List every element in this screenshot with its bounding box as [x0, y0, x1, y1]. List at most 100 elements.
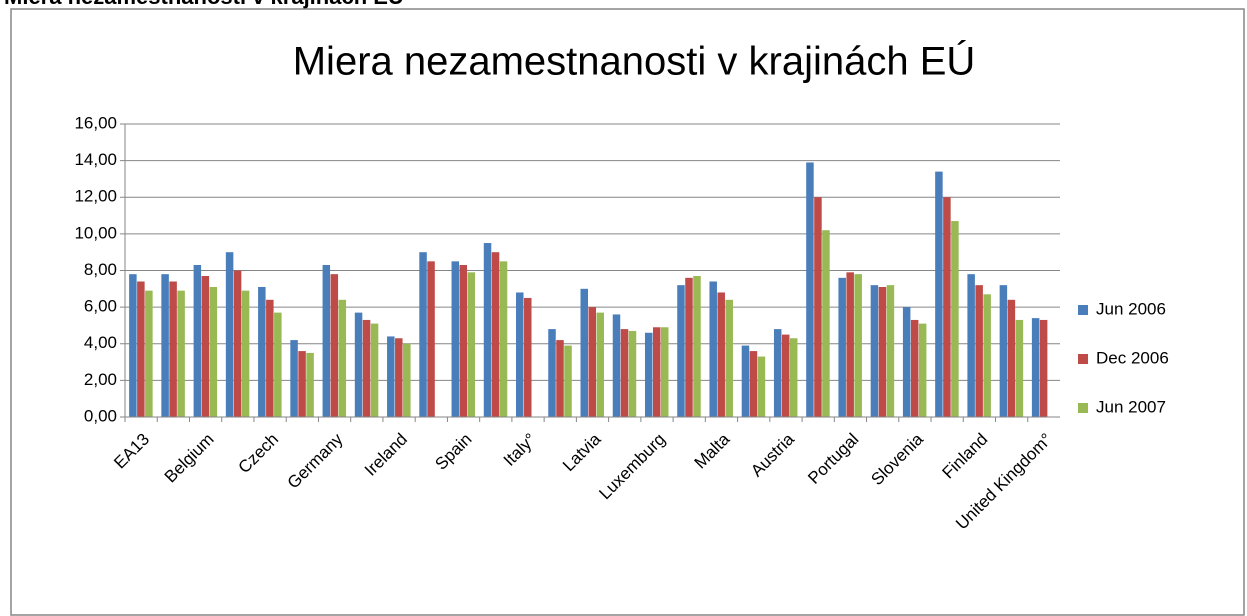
- bar: [338, 299, 347, 417]
- bar: [935, 171, 943, 417]
- bar: [370, 323, 379, 417]
- bar: [129, 274, 137, 417]
- bar: [943, 197, 951, 417]
- bar: [395, 338, 403, 417]
- bar: [516, 292, 524, 417]
- bar: [258, 286, 266, 417]
- bar: [878, 286, 887, 417]
- bar: [660, 327, 669, 417]
- bar: [951, 221, 959, 417]
- bar: [451, 261, 460, 417]
- y-tick-label: 0,00: [84, 406, 117, 425]
- y-tick-label: 10,00: [74, 223, 117, 242]
- bar: [193, 265, 202, 417]
- bar: [773, 329, 782, 417]
- bar: [266, 299, 274, 417]
- bar: [612, 314, 621, 417]
- bar: [427, 261, 435, 417]
- bar: [999, 285, 1008, 417]
- bar: [298, 351, 306, 417]
- bar: [910, 319, 919, 417]
- y-tick-label: 12,00: [74, 187, 117, 206]
- bar: [556, 340, 564, 417]
- bar: [387, 336, 395, 417]
- bar: [499, 261, 508, 417]
- bar: [685, 277, 693, 417]
- bar: [975, 285, 983, 417]
- bar: [403, 343, 411, 417]
- bar: [620, 329, 629, 417]
- bar: [201, 275, 210, 417]
- legend-label: Jun 2007: [1096, 397, 1166, 416]
- legend-swatch: [1078, 305, 1088, 315]
- y-tick-label: 4,00: [84, 333, 117, 352]
- bar: [548, 329, 556, 417]
- bar: [274, 312, 282, 417]
- bar: [596, 312, 604, 417]
- bar: [628, 330, 637, 417]
- bar: [677, 285, 685, 417]
- bar: [290, 340, 298, 417]
- bar: [644, 332, 653, 417]
- bar: [822, 230, 830, 417]
- bar: [459, 265, 468, 417]
- bar: [322, 265, 331, 417]
- bar: [467, 272, 476, 417]
- bar: [814, 197, 822, 417]
- bar: [757, 356, 766, 417]
- bar: [177, 290, 185, 417]
- bar: [870, 285, 879, 417]
- bar: [588, 307, 596, 417]
- bar: [1007, 299, 1016, 417]
- bar: [161, 274, 169, 417]
- bar: [693, 275, 701, 417]
- legend-label: Jun 2006: [1096, 299, 1166, 318]
- legend-label: Dec 2006: [1096, 348, 1169, 367]
- y-tick-label: 16,00: [74, 113, 117, 132]
- bar: [524, 297, 532, 417]
- chart-title: Miera nezamestnanosti v krajinách EÚ: [293, 39, 976, 84]
- bar: [580, 288, 588, 417]
- y-tick-label: 6,00: [84, 297, 117, 316]
- bar: [806, 162, 814, 417]
- bar: [564, 345, 572, 417]
- bar: [918, 323, 927, 417]
- bar: [781, 334, 790, 417]
- page-heading: Miera nezamestnanosti v krajinách EÚ: [4, 0, 404, 9]
- bar: [491, 252, 500, 417]
- bar: [854, 274, 862, 417]
- bar: [1039, 319, 1048, 417]
- y-tick-label: 8,00: [84, 260, 117, 279]
- legend-swatch: [1078, 354, 1088, 364]
- y-tick-label: 2,00: [84, 370, 117, 389]
- bar: [137, 281, 145, 417]
- bar: [741, 345, 750, 417]
- bar: [145, 290, 153, 417]
- bar: [241, 290, 250, 417]
- bar: [483, 243, 492, 417]
- bar: [717, 292, 725, 417]
- bar: [838, 277, 846, 417]
- bar: [209, 286, 218, 417]
- bar: [354, 312, 363, 417]
- bar: [789, 338, 798, 417]
- bar: [749, 351, 758, 417]
- bar: [846, 272, 854, 417]
- bar: [967, 274, 975, 417]
- bar: [1015, 319, 1024, 417]
- bar: [902, 307, 911, 417]
- bar: [1031, 318, 1040, 417]
- bar: [983, 294, 991, 417]
- bar: [306, 352, 314, 417]
- y-tick-label: 14,00: [74, 150, 117, 169]
- bar: [169, 281, 177, 417]
- bar: [233, 270, 242, 417]
- bar: [419, 252, 427, 417]
- bar: [362, 319, 371, 417]
- bar: [330, 274, 339, 417]
- bar: [652, 327, 661, 417]
- bar: [709, 281, 717, 417]
- legend-swatch: [1078, 403, 1088, 413]
